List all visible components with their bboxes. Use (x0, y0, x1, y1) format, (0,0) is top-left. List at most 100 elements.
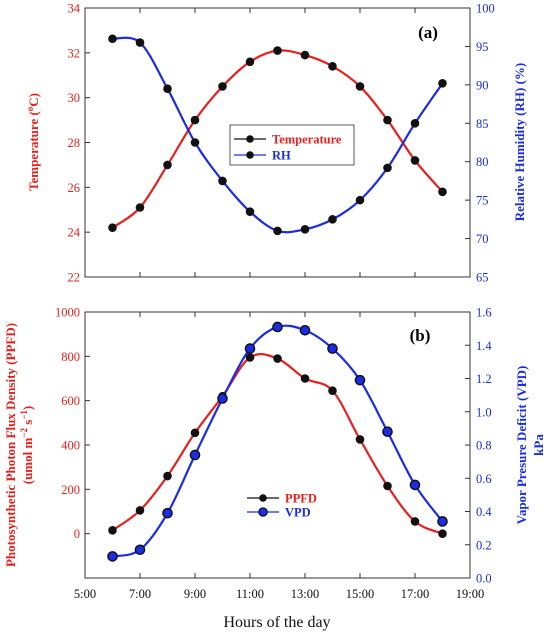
y-left-tick-label: 1000 (55, 306, 80, 320)
point-ppfd (383, 481, 392, 491)
point-temperature (108, 223, 117, 232)
panel-a-label: (a) (418, 23, 438, 42)
point-vpd (244, 343, 256, 354)
x-tick-label: 17:00 (401, 587, 429, 601)
point-ppfd (438, 529, 447, 538)
x-tick-label: 5:00 (74, 587, 96, 601)
point-vpd (162, 507, 173, 519)
point-rh (273, 226, 282, 236)
x-tick-label: 13:00 (291, 587, 319, 601)
panel-b-left-ticks: 0 200 400 600 800 1000 (55, 306, 90, 541)
panel-a-ylabel-right: Relative Humidity (RH) (%) (512, 63, 527, 222)
panel-b-x-ticks: 5:00 7:00 9:00 11:00 13:00 15:00 17:00 19:00 (74, 312, 484, 601)
point-temperature (410, 156, 420, 165)
y-left-tick-label: 34 (68, 2, 81, 16)
point-rh (328, 215, 337, 224)
y-left-tick-label: 32 (68, 46, 81, 60)
y-right-tick-label: 90 (476, 78, 489, 92)
point-temperature (245, 57, 255, 67)
point-ppfd (135, 506, 145, 515)
x-tick-label: 9:00 (184, 587, 206, 601)
point-rh (245, 207, 255, 216)
y-left-tick-label: 400 (61, 439, 80, 453)
panel-b-label: (b) (410, 326, 431, 345)
y-right-tick-label: 95 (476, 40, 489, 54)
y-right-tick-label: 0.0 (476, 572, 492, 586)
point-ppfd (328, 386, 337, 395)
y-right-tick-label: 1.0 (476, 405, 492, 419)
legend-vpd-label: VPD (285, 506, 311, 520)
y-left-tick-label: 26 (68, 181, 81, 195)
point-temperature (218, 82, 227, 91)
y-right-tick-label: 100 (476, 2, 495, 16)
y-right-tick-label: 0.8 (476, 439, 492, 453)
y-right-tick-label: 70 (476, 232, 489, 246)
point-ppfd (273, 354, 282, 363)
y-left-tick-label: 0 (74, 527, 80, 541)
point-temperature (355, 82, 365, 91)
panel-b-ylabel-right-line1: Vapor Presure Deficit (VPD) (514, 366, 529, 525)
y-right-tick-label: 75 (476, 194, 489, 208)
x-tick-label: 7:00 (129, 587, 151, 601)
point-ppfd (410, 517, 420, 526)
point-rh (163, 84, 172, 93)
point-vpd (272, 321, 283, 333)
point-ppfd (245, 353, 255, 362)
point-vpd (134, 544, 146, 556)
point-ppfd (108, 526, 117, 535)
point-vpd (217, 393, 228, 404)
y-right-tick-label: 1.2 (476, 372, 492, 386)
legend-rh-marker (246, 151, 254, 159)
legend-temperature-marker (246, 135, 254, 143)
panel-b-right-ticks: 0.0 0.2 0.4 0.6 0.8 1.0 1.2 1.4 1.6 (465, 306, 492, 586)
y-right-tick-label: 80 (476, 155, 489, 169)
point-temperature (328, 61, 337, 71)
point-rh (383, 163, 392, 173)
point-rh (410, 118, 420, 128)
y-right-tick-label: 65 (476, 271, 489, 285)
point-vpd (437, 516, 448, 527)
point-rh (108, 34, 117, 44)
panel-b-legend: PPFD VPD (247, 492, 317, 520)
y-left-tick-label: 600 (61, 394, 80, 408)
panel-a: 22 24 26 28 30 32 34 65 70 75 80 85 90 95 100 (a) Tem… (25, 2, 527, 285)
panel-a-ylabel-left: Temperature (oC) (25, 93, 41, 191)
point-vpd (299, 324, 311, 336)
panel-b-ylabel-left-line2: (umol m−2 s−1) (19, 406, 35, 485)
y-left-tick-label: 22 (68, 271, 81, 285)
point-temperature (273, 46, 282, 55)
legend-temperature-label: Temperature (272, 133, 342, 147)
panel-b-series (107, 321, 448, 562)
point-vpd (409, 479, 421, 491)
panel-a-series (108, 34, 447, 236)
legend-ppfd-marker (259, 494, 267, 502)
point-rh (300, 225, 310, 234)
point-temperature (438, 187, 447, 197)
panel-a-right-ticks: 65 70 75 80 85 90 95 100 (465, 2, 495, 285)
y-right-tick-label: 0.2 (476, 538, 492, 552)
y-right-tick-label: 85 (476, 117, 489, 131)
legend-ppfd-label: PPFD (285, 492, 317, 506)
x-axis-title: Hours of the day (223, 614, 330, 631)
point-temperature (135, 203, 145, 212)
point-rh (190, 138, 200, 147)
legend-vpd-marker (258, 507, 268, 517)
panel-b-ylabel-left-line1: Photosynthetic Photon Flux Density (PPFD… (3, 323, 18, 567)
panel-b-frame (84, 311, 471, 579)
y-right-tick-label: 0.6 (476, 472, 492, 486)
point-rh (438, 79, 447, 88)
point-ppfd (300, 374, 310, 383)
y-left-tick-label: 200 (61, 483, 80, 497)
x-tick-label: 11:00 (236, 587, 264, 601)
panel-b-ylabel-right-line2: kPa (531, 434, 546, 456)
point-temperature (300, 50, 310, 60)
point-vpd (107, 551, 118, 562)
y-left-tick-label: 28 (68, 136, 81, 150)
point-temperature (383, 115, 392, 125)
point-rh (218, 176, 227, 186)
x-tick-label: 19:00 (456, 587, 484, 601)
y-right-tick-label: 0.4 (476, 505, 492, 519)
legend-rh-label: RH (272, 149, 291, 163)
y-left-tick-label: 24 (68, 226, 81, 240)
